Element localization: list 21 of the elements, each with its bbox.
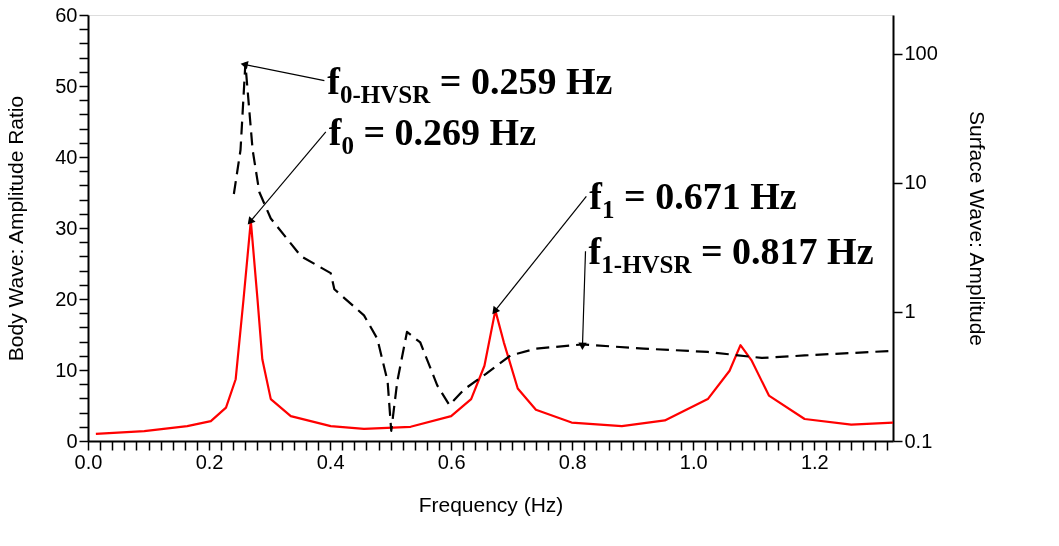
x-tick-label: 0.8 [558,450,587,473]
y2-tick-label: 1 [904,300,916,323]
y-tick-label: 50 [55,74,78,97]
y2-tick-label: 100 [904,42,938,65]
x-tick-label: 0.2 [195,450,224,473]
y2-axis-title: Surface Wave: Amplitude [965,111,989,346]
x-tick-label: 0.6 [437,450,466,473]
x-tick-label: 1.0 [679,450,708,473]
y-tick-label: 40 [55,145,78,168]
y-tick-label: 20 [55,287,78,310]
x-tick-label: 0.4 [316,450,345,473]
y-axis-title: Body Wave: Amplitude Ratio [4,95,28,362]
y2-tick-label: 0.1 [904,429,933,452]
x-tick-label: 1.2 [800,450,829,473]
y-tick-label: 10 [55,358,78,381]
y-tick-label: 0 [66,429,78,452]
y-tick-label: 60 [55,3,78,26]
x-tick-label: 0.0 [74,450,103,473]
y-tick-label: 30 [55,216,78,239]
y2-tick-label: 10 [904,171,927,194]
x-axis-title: Frequency (Hz) [418,492,564,516]
